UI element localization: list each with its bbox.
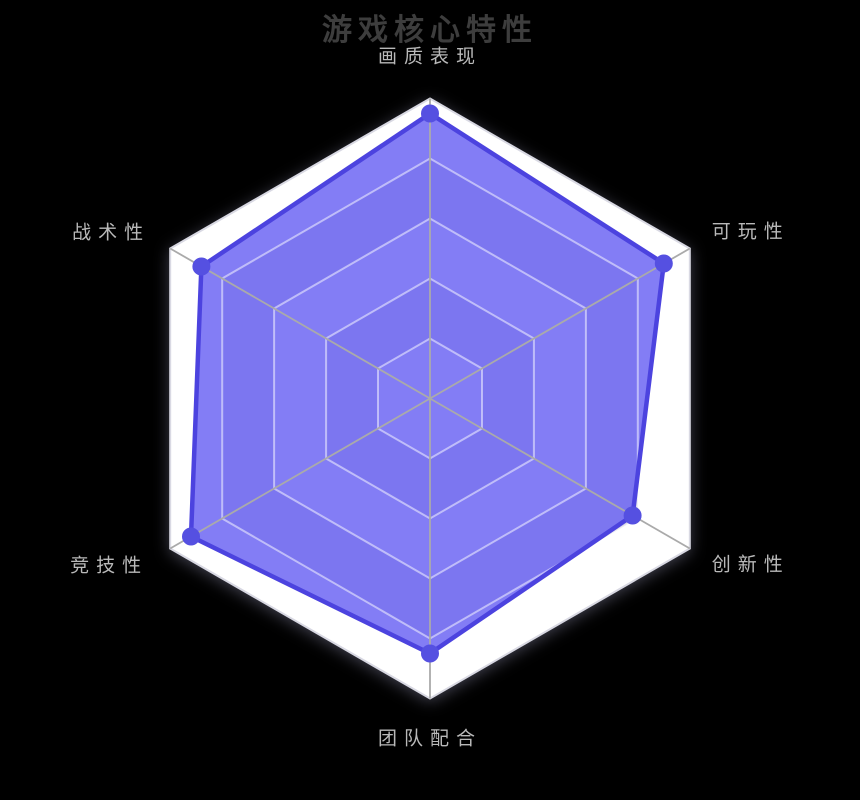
data-point-1 [654, 254, 673, 273]
chart-title: 游戏核心特性 [322, 13, 538, 48]
axis-label-1: 可玩性 [712, 221, 790, 243]
axis-label-5: 战术性 [72, 222, 150, 244]
data-point-2 [623, 506, 642, 525]
axis-label-3: 团队配合 [378, 728, 482, 750]
axis-label-2: 创新性 [712, 554, 790, 576]
axis-line-5 [169, 247, 431, 400]
data-point-4 [182, 527, 200, 546]
data-area [191, 113, 664, 654]
data-point-3 [421, 644, 439, 663]
data-point-0 [421, 104, 439, 123]
axis-label-4: 竞技性 [70, 555, 148, 577]
data-point-5 [192, 257, 211, 276]
axis-label-0: 画质表现 [378, 46, 482, 68]
axis-line-4 [169, 397, 431, 550]
axis-line-1 [429, 247, 691, 400]
axis-line-2 [429, 397, 691, 550]
